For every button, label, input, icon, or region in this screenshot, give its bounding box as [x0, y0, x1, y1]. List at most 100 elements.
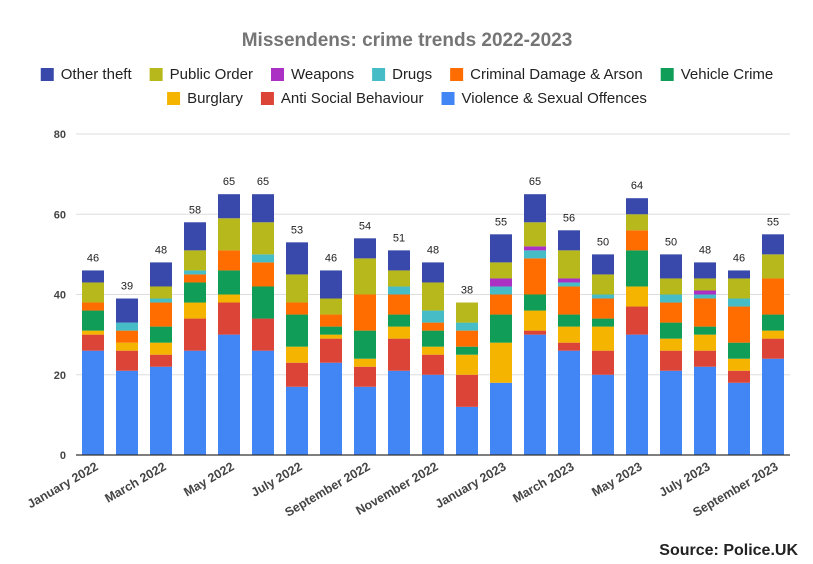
bar-total-label: 55: [495, 216, 507, 228]
bar-column-january-2023: [490, 234, 512, 455]
bar-segment-vehicle-crime: [762, 314, 784, 331]
bar-segment-weapons: [694, 290, 716, 295]
bar-segment-vehicle-crime: [592, 318, 614, 327]
legend-label: Criminal Damage & Arson: [470, 66, 643, 83]
bar-segment-violence-and-sexual-offences: [626, 334, 648, 455]
bar-segment-public-order: [592, 274, 614, 295]
bar-column-june-2022: [252, 194, 274, 455]
legend-swatch: [372, 68, 386, 81]
bar-segment-anti-social-behaviour: [728, 370, 750, 383]
bar-segment-drugs: [150, 298, 172, 303]
bar-segment-violence-and-sexual-offences: [116, 370, 138, 455]
bar-segment-vehicle-crime: [150, 326, 172, 343]
bar-segment-burglary: [626, 286, 648, 307]
legend-item-violence-and-sexual-offences: Violence & Sexual Offences: [441, 90, 647, 107]
bar-segment-public-order: [388, 270, 410, 287]
legend-item-public-order: Public Order: [149, 66, 253, 83]
legend-label: Anti Social Behaviour: [281, 90, 424, 107]
bar-segment-violence-and-sexual-offences: [762, 358, 784, 455]
bar-segment-other-theft: [116, 298, 138, 323]
bar-segment-criminal-damage-and-arson: [558, 286, 580, 315]
y-tick-label: 20: [54, 370, 66, 382]
bar-segment-violence-and-sexual-offences: [456, 406, 478, 455]
bar-segment-anti-social-behaviour: [286, 362, 308, 387]
bar-column-may-2023: [626, 198, 648, 455]
bar-total-label: 48: [699, 244, 711, 256]
bar-segment-anti-social-behaviour: [218, 302, 240, 335]
bar-segment-burglary: [490, 342, 512, 383]
bar-segment-violence-and-sexual-offences: [320, 362, 342, 455]
y-axis-tick-labels: 0 20 40 60 80: [54, 129, 66, 462]
bar-segment-violence-and-sexual-offences: [82, 350, 104, 455]
bar-segment-weapons: [558, 278, 580, 283]
bar-segment-burglary: [558, 326, 580, 343]
bar-segment-weapons: [524, 246, 546, 251]
bar-segment-criminal-damage-and-arson: [728, 306, 750, 343]
bar-segment-other-theft: [524, 194, 546, 223]
source-label: Source: Police.UK: [659, 542, 798, 559]
legend-swatch: [260, 92, 274, 105]
bar-segment-drugs: [660, 294, 682, 303]
bar-segment-burglary: [456, 354, 478, 375]
bar-segment-other-theft: [694, 262, 716, 279]
bar-segment-drugs: [252, 254, 274, 263]
chart-bars: [82, 194, 784, 455]
x-tick-label: January 2023: [433, 459, 509, 511]
bar-segment-other-theft: [660, 254, 682, 279]
bar-column-april-2022: [184, 222, 206, 455]
x-tick-label: March 2023: [511, 459, 577, 505]
bar-segment-burglary: [150, 342, 172, 355]
legend-label: Other theft: [61, 66, 133, 83]
bar-total-label: 65: [529, 176, 541, 188]
bar-segment-vehicle-crime: [456, 346, 478, 355]
bar-segment-violence-and-sexual-offences: [150, 366, 172, 455]
bar-segment-vehicle-crime: [82, 310, 104, 331]
bar-segment-violence-and-sexual-offences: [184, 350, 206, 455]
legend-label: Burglary: [187, 90, 243, 107]
bar-segment-vehicle-crime: [694, 326, 716, 335]
bar-segment-drugs: [388, 286, 410, 295]
bar-segment-public-order: [762, 254, 784, 279]
bar-segment-public-order: [558, 250, 580, 279]
bar-segment-other-theft: [82, 270, 104, 283]
bar-segment-criminal-damage-and-arson: [184, 274, 206, 283]
bar-total-label: 38: [461, 285, 473, 297]
chart-legend: Other theft Public Order Weapons Drugs Crimi…: [40, 66, 773, 107]
bar-segment-criminal-damage-and-arson: [660, 302, 682, 323]
bar-segment-drugs: [728, 298, 750, 307]
bar-segment-anti-social-behaviour: [320, 338, 342, 363]
bar-total-label: 56: [563, 212, 575, 224]
bar-segment-anti-social-behaviour: [660, 350, 682, 371]
bar-segment-public-order: [320, 298, 342, 315]
bar-segment-violence-and-sexual-offences: [694, 366, 716, 455]
bar-segment-vehicle-crime: [218, 270, 240, 295]
bar-segment-violence-and-sexual-offences: [218, 334, 240, 455]
bar-segment-vehicle-crime: [252, 286, 274, 319]
bar-segment-public-order: [150, 286, 172, 299]
x-tick-label: March 2022: [103, 459, 169, 505]
bar-segment-public-order: [490, 262, 512, 279]
bar-segment-public-order: [626, 214, 648, 231]
bar-segment-burglary: [320, 334, 342, 339]
bar-segment-criminal-damage-and-arson: [422, 322, 444, 331]
bar-column-august-2022: [320, 270, 342, 455]
bar-segment-criminal-damage-and-arson: [252, 262, 274, 287]
bar-segment-public-order: [524, 222, 546, 247]
legend-item-weapons: Weapons: [271, 66, 354, 83]
bar-column-april-2023: [592, 254, 614, 455]
bar-segment-burglary: [694, 334, 716, 351]
bar-segment-criminal-damage-and-arson: [592, 298, 614, 319]
bar-segment-burglary: [184, 302, 206, 319]
legend-swatch: [149, 68, 163, 81]
bar-segment-violence-and-sexual-offences: [286, 386, 308, 455]
bar-segment-criminal-damage-and-arson: [694, 298, 716, 327]
legend-item-criminal-damage-and-arson: Criminal Damage & Arson: [450, 66, 643, 83]
bar-segment-violence-and-sexual-offences: [660, 370, 682, 455]
y-tick-label: 40: [54, 290, 66, 302]
bar-segment-other-theft: [490, 234, 512, 263]
bar-segment-other-theft: [286, 242, 308, 275]
bar-segment-other-theft: [354, 238, 376, 259]
bar-total-label: 53: [291, 224, 303, 236]
bar-segment-anti-social-behaviour: [456, 374, 478, 407]
y-tick-label: 0: [60, 450, 66, 462]
